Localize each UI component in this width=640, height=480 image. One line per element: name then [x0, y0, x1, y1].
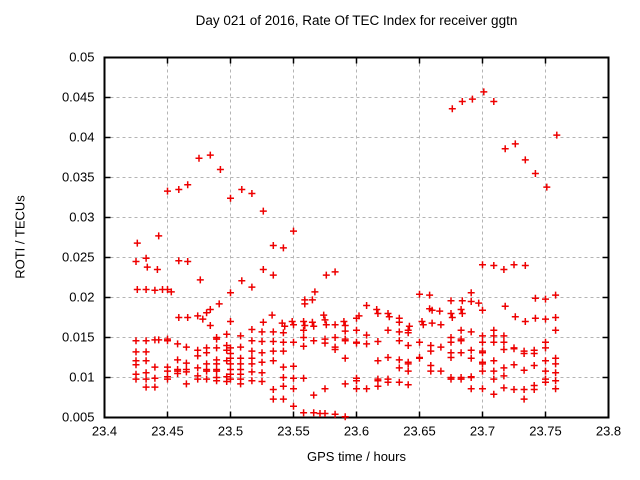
x-tick-label: 23.7 — [470, 424, 495, 439]
x-tick-label: 23.4 — [92, 424, 117, 439]
x-tick-label: 23.55 — [277, 424, 310, 439]
y-tick-label: 0.01 — [69, 370, 94, 385]
x-tick-label: 23.75 — [529, 424, 562, 439]
x-tick-label: 23.45 — [151, 424, 184, 439]
x-axis-title: GPS time / hours — [307, 449, 406, 464]
y-tick-label: 0.045 — [62, 90, 95, 105]
y-tick-label: 0.03 — [69, 210, 94, 225]
y-tick-label: 0.02 — [69, 290, 94, 305]
y-tick-label: 0.005 — [62, 410, 95, 425]
y-tick-label: 0.04 — [69, 130, 94, 145]
x-tick-label: 23.8 — [596, 424, 621, 439]
y-tick-label: 0.035 — [62, 170, 95, 185]
data-points — [132, 88, 561, 421]
x-tick-label: 23.6 — [344, 424, 369, 439]
x-tick-label: 23.5 — [218, 424, 243, 439]
y-tick-label: 0.015 — [62, 330, 95, 345]
chart-title: Day 021 of 2016, Rate Of TEC Index for r… — [195, 13, 518, 28]
x-tick-label: 23.65 — [403, 424, 436, 439]
y-tick-label: 0.05 — [69, 50, 94, 65]
y-tick-label: 0.025 — [62, 250, 95, 265]
